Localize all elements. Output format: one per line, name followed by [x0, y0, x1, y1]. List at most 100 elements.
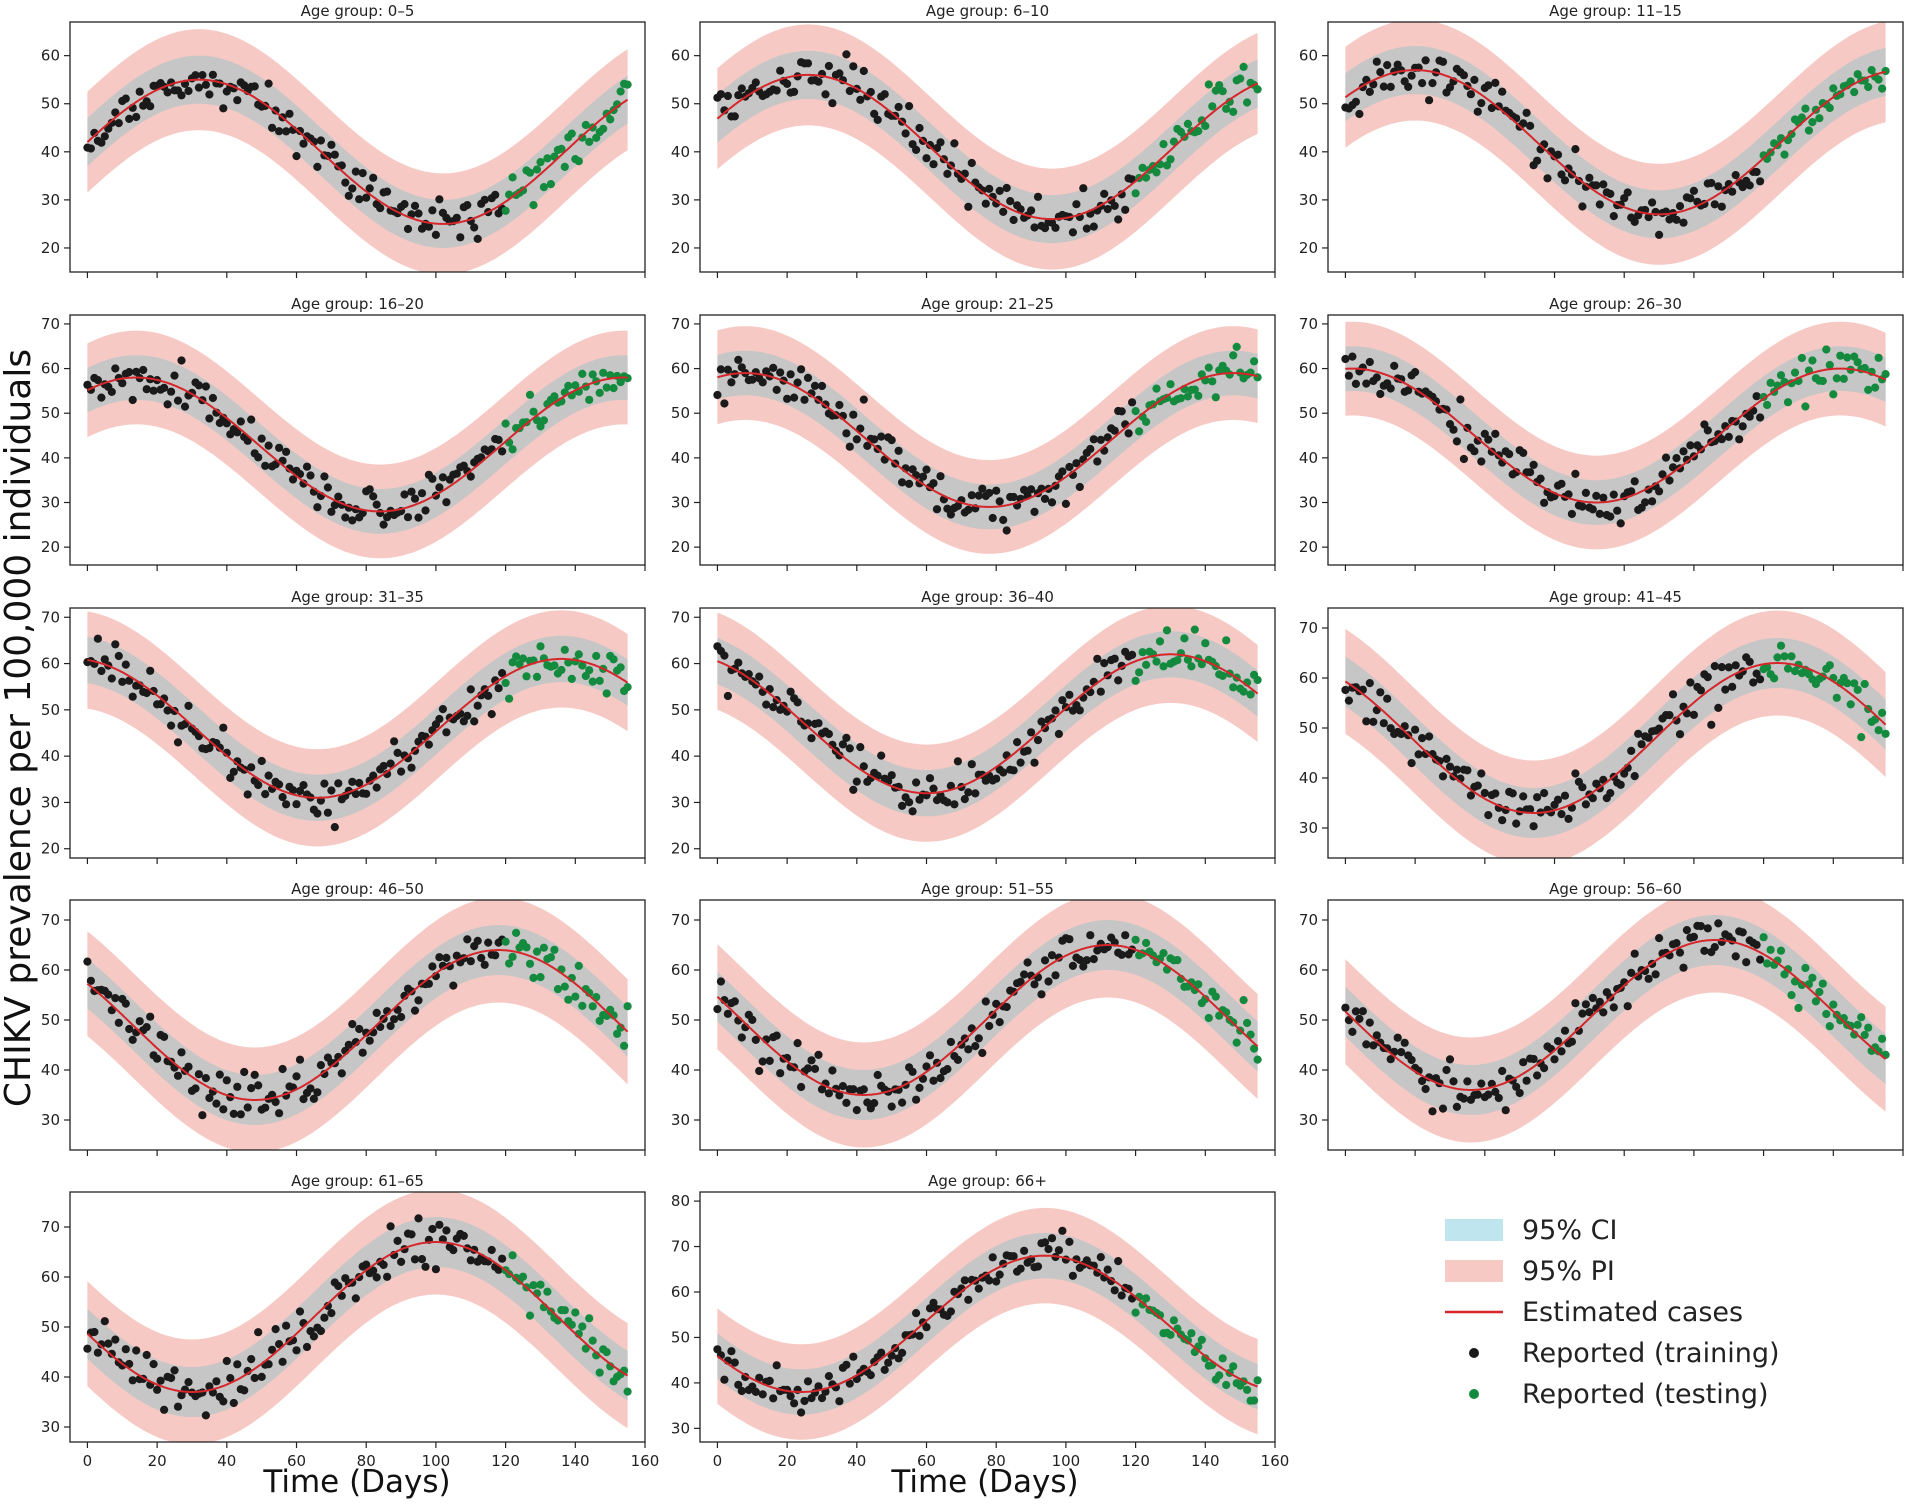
- training-point: [114, 1018, 123, 1027]
- training-point: [153, 1054, 162, 1063]
- training-point: [1613, 506, 1622, 515]
- legend: 95% CI 95% PI Estimated cases Reported (tra…: [1445, 1215, 1780, 1410]
- training-point: [953, 757, 963, 766]
- training-point: [1522, 108, 1531, 117]
- training-point: [421, 506, 430, 515]
- panel-frame: [1327, 21, 1904, 273]
- testing-point: [1783, 398, 1793, 407]
- testing-point: [1773, 653, 1782, 662]
- testing-point: [1204, 1013, 1213, 1023]
- training-point: [107, 674, 116, 683]
- testing-point: [616, 663, 625, 672]
- training-point: [1466, 791, 1475, 800]
- testing-point: [1250, 1396, 1259, 1405]
- training-point: [922, 465, 931, 474]
- training-point: [734, 355, 743, 364]
- training-point: [1103, 205, 1112, 214]
- training-point: [1526, 805, 1535, 814]
- training-point: [1459, 71, 1468, 80]
- testing-point: [1239, 996, 1248, 1005]
- training-point: [1648, 497, 1657, 506]
- training-point: [1044, 977, 1053, 986]
- testing-point: [536, 642, 545, 651]
- training-point: [198, 1111, 207, 1120]
- training-point: [1557, 479, 1566, 488]
- x-tick-label: 120: [1121, 1452, 1150, 1470]
- testing-point: [539, 943, 549, 952]
- training-point: [1058, 467, 1067, 476]
- y-tick-label: 30: [1299, 1111, 1318, 1129]
- testing-point: [536, 1280, 545, 1289]
- training-point: [1442, 754, 1451, 764]
- testing-point: [1229, 107, 1238, 116]
- testing-point: [525, 390, 535, 399]
- training-point: [971, 789, 980, 798]
- panel-frame: [699, 1191, 1276, 1443]
- testing-point: [525, 959, 535, 968]
- training-point: [1030, 223, 1039, 232]
- testing-point: [1197, 370, 1206, 379]
- training-point: [769, 363, 778, 372]
- training-point: [1047, 714, 1057, 723]
- training-point: [1093, 946, 1102, 955]
- training-point: [369, 1266, 378, 1275]
- training-point: [1745, 657, 1754, 666]
- testing-point: [616, 87, 625, 96]
- training-point: [323, 1301, 332, 1311]
- testing-point: [599, 368, 608, 377]
- testing-point: [1204, 363, 1213, 372]
- training-point: [1096, 435, 1105, 444]
- training-point: [1742, 958, 1751, 967]
- training-point: [104, 1339, 113, 1348]
- training-point: [261, 1103, 270, 1112]
- training-point: [160, 1032, 169, 1041]
- testing-point: [1825, 1022, 1834, 1031]
- testing-point: [1253, 675, 1262, 685]
- reported-points: [1341, 345, 1890, 528]
- panel-plot-area: [83, 900, 632, 1150]
- training-point: [205, 744, 214, 753]
- training-point: [887, 1102, 896, 1111]
- training-point: [1592, 181, 1601, 190]
- training-point: [1484, 1090, 1493, 1099]
- training-point: [1477, 457, 1486, 466]
- training-point: [1484, 811, 1493, 820]
- training-point: [327, 786, 336, 795]
- training-point: [330, 501, 339, 510]
- training-point: [491, 190, 500, 199]
- legend-item-test: Reported (testing): [1469, 1379, 1769, 1410]
- testing-point: [1801, 402, 1810, 411]
- training-point: [793, 1039, 802, 1048]
- training-point: [351, 789, 360, 799]
- training-point: [327, 507, 336, 516]
- training-point: [1044, 1245, 1053, 1254]
- training-point: [355, 195, 364, 204]
- training-point: [1075, 482, 1084, 492]
- training-point: [348, 1020, 357, 1029]
- training-point: [1114, 215, 1123, 224]
- training-point: [873, 115, 882, 124]
- testing-point: [1818, 979, 1827, 988]
- training-point: [327, 1309, 336, 1318]
- training-point: [1616, 780, 1625, 789]
- y-tick-label: 40: [41, 143, 60, 161]
- training-point: [824, 1089, 834, 1098]
- training-point: [1016, 1264, 1025, 1273]
- training-point: [313, 503, 322, 512]
- training-point: [1348, 1027, 1357, 1036]
- training-point: [351, 167, 360, 176]
- testing-point: [1187, 978, 1196, 987]
- training-point: [470, 223, 479, 232]
- training-point: [1519, 119, 1528, 128]
- training-point: [758, 378, 767, 387]
- training-point: [849, 785, 858, 795]
- testing-point: [1836, 351, 1845, 360]
- training-point: [1473, 436, 1482, 445]
- testing-point: [602, 383, 611, 392]
- training-point: [1703, 426, 1712, 435]
- testing-point: [606, 371, 615, 380]
- training-point: [1749, 678, 1758, 687]
- testing-point: [595, 388, 604, 397]
- training-point: [1456, 395, 1465, 404]
- x-tick-label: 80: [987, 1452, 1006, 1470]
